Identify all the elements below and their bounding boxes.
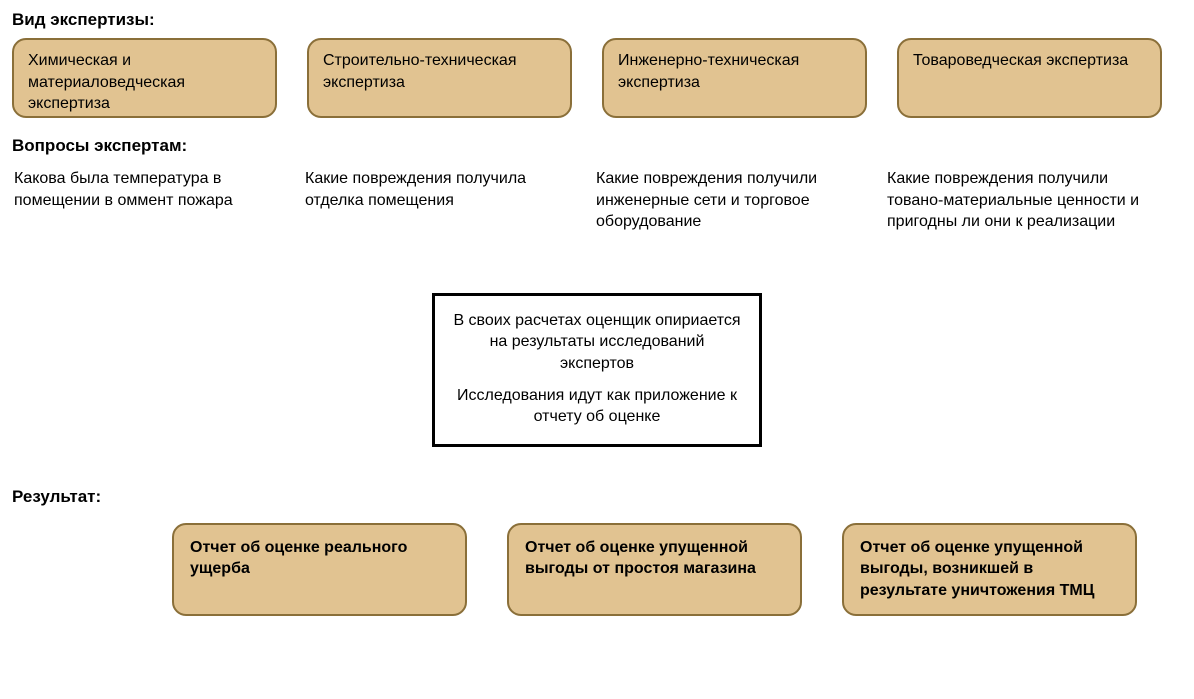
question-text: Какие повреждения получили инженерные се…: [594, 164, 859, 233]
question-text: Какие повреждения получили товано-матери…: [885, 164, 1150, 233]
header-expertise-type: Вид экспертизы:: [12, 10, 1182, 30]
expert-box: Строительно-техническая экспертиза: [307, 38, 572, 118]
diagram-page: Вид экспертизы: Химическая и материалове…: [0, 10, 1194, 699]
center-wrap: В своих расчетах оценщик опириается на р…: [12, 293, 1182, 447]
expert-box: Товароведческая экспертиза: [897, 38, 1162, 118]
experts-row: Химическая и материаловедческая эксперти…: [12, 38, 1182, 118]
question-text: Какова была температура в помещении в ом…: [12, 164, 277, 233]
result-box: Отчет об оценке упущенной выгоды от прос…: [507, 523, 802, 616]
header-questions: Вопросы экспертам:: [12, 136, 1182, 156]
expert-box: Инженерно-техническая экспертиза: [602, 38, 867, 118]
result-box: Отчет об оценке реального ущерба: [172, 523, 467, 616]
results-row: Отчет об оценке реального ущерба Отчет о…: [172, 523, 1182, 616]
questions-row: Какова была температура в помещении в ом…: [12, 164, 1182, 233]
center-note-box: В своих расчетах оценщик опириается на р…: [432, 293, 762, 447]
header-result: Результат:: [12, 487, 1182, 507]
expert-box: Химическая и материаловедческая эксперти…: [12, 38, 277, 118]
center-note-p1: В своих расчетах оценщик опириается на р…: [453, 310, 741, 375]
result-box: Отчет об оценке упущенной выгоды, возник…: [842, 523, 1137, 616]
question-text: Какие повреждения получила отделка помещ…: [303, 164, 568, 233]
center-note-p2: Исследования идут как приложение к отчет…: [453, 385, 741, 428]
